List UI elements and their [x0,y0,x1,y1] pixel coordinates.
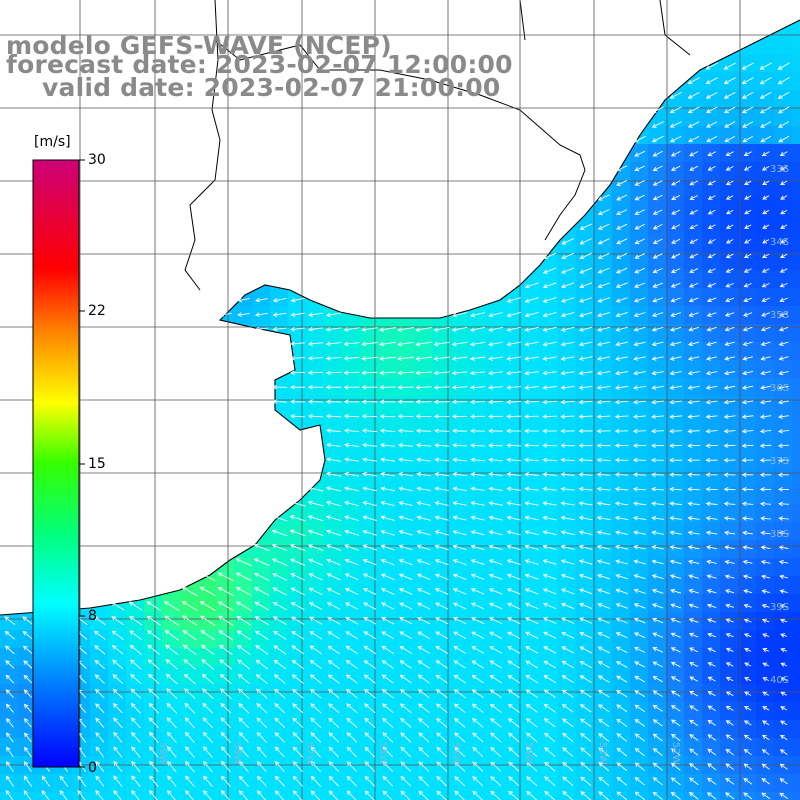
colorbar-tick-8: 8 [88,608,97,624]
lon-label: 54W [523,742,534,765]
lat-label: 34S [770,237,789,248]
lat-label: 36S [770,383,789,394]
model-title: modelo GEFS-WAVE (NCEP) [6,31,392,60]
colorbar-unit-label: [m/s] [34,134,71,150]
colorbar-tick-22: 22 [88,303,106,319]
lat-label: 33S [770,164,789,175]
colorbar-tick-30: 30 [88,152,106,168]
lon-label: 59W [157,742,168,765]
lat-label: 38S [770,529,789,540]
valid-date: valid date: 2023-02-07 21:00:00 [42,73,501,102]
coastline [0,19,800,616]
lat-label: 35S [770,310,789,321]
lon-label: 53W [597,742,608,765]
colorbar [32,159,80,768]
colorbar-tick-15: 15 [88,456,106,472]
lon-label: 55W [450,742,461,765]
wind-arrows [4,62,790,800]
land-mass [0,0,800,615]
lat-label: 37S [770,456,789,467]
lat-label: 39S [770,602,789,613]
lat-label: 40S [770,675,789,686]
forecast-date: forecast date: 2023-02-07 12:00:00 [6,50,513,79]
lon-label: 58W [231,742,242,765]
lon-label: 56W [377,742,388,765]
lon-label: 57W [304,742,315,765]
border-line [184,0,586,291]
lon-label: 52W [670,742,681,765]
colorbar-tick-0: 0 [88,760,97,776]
